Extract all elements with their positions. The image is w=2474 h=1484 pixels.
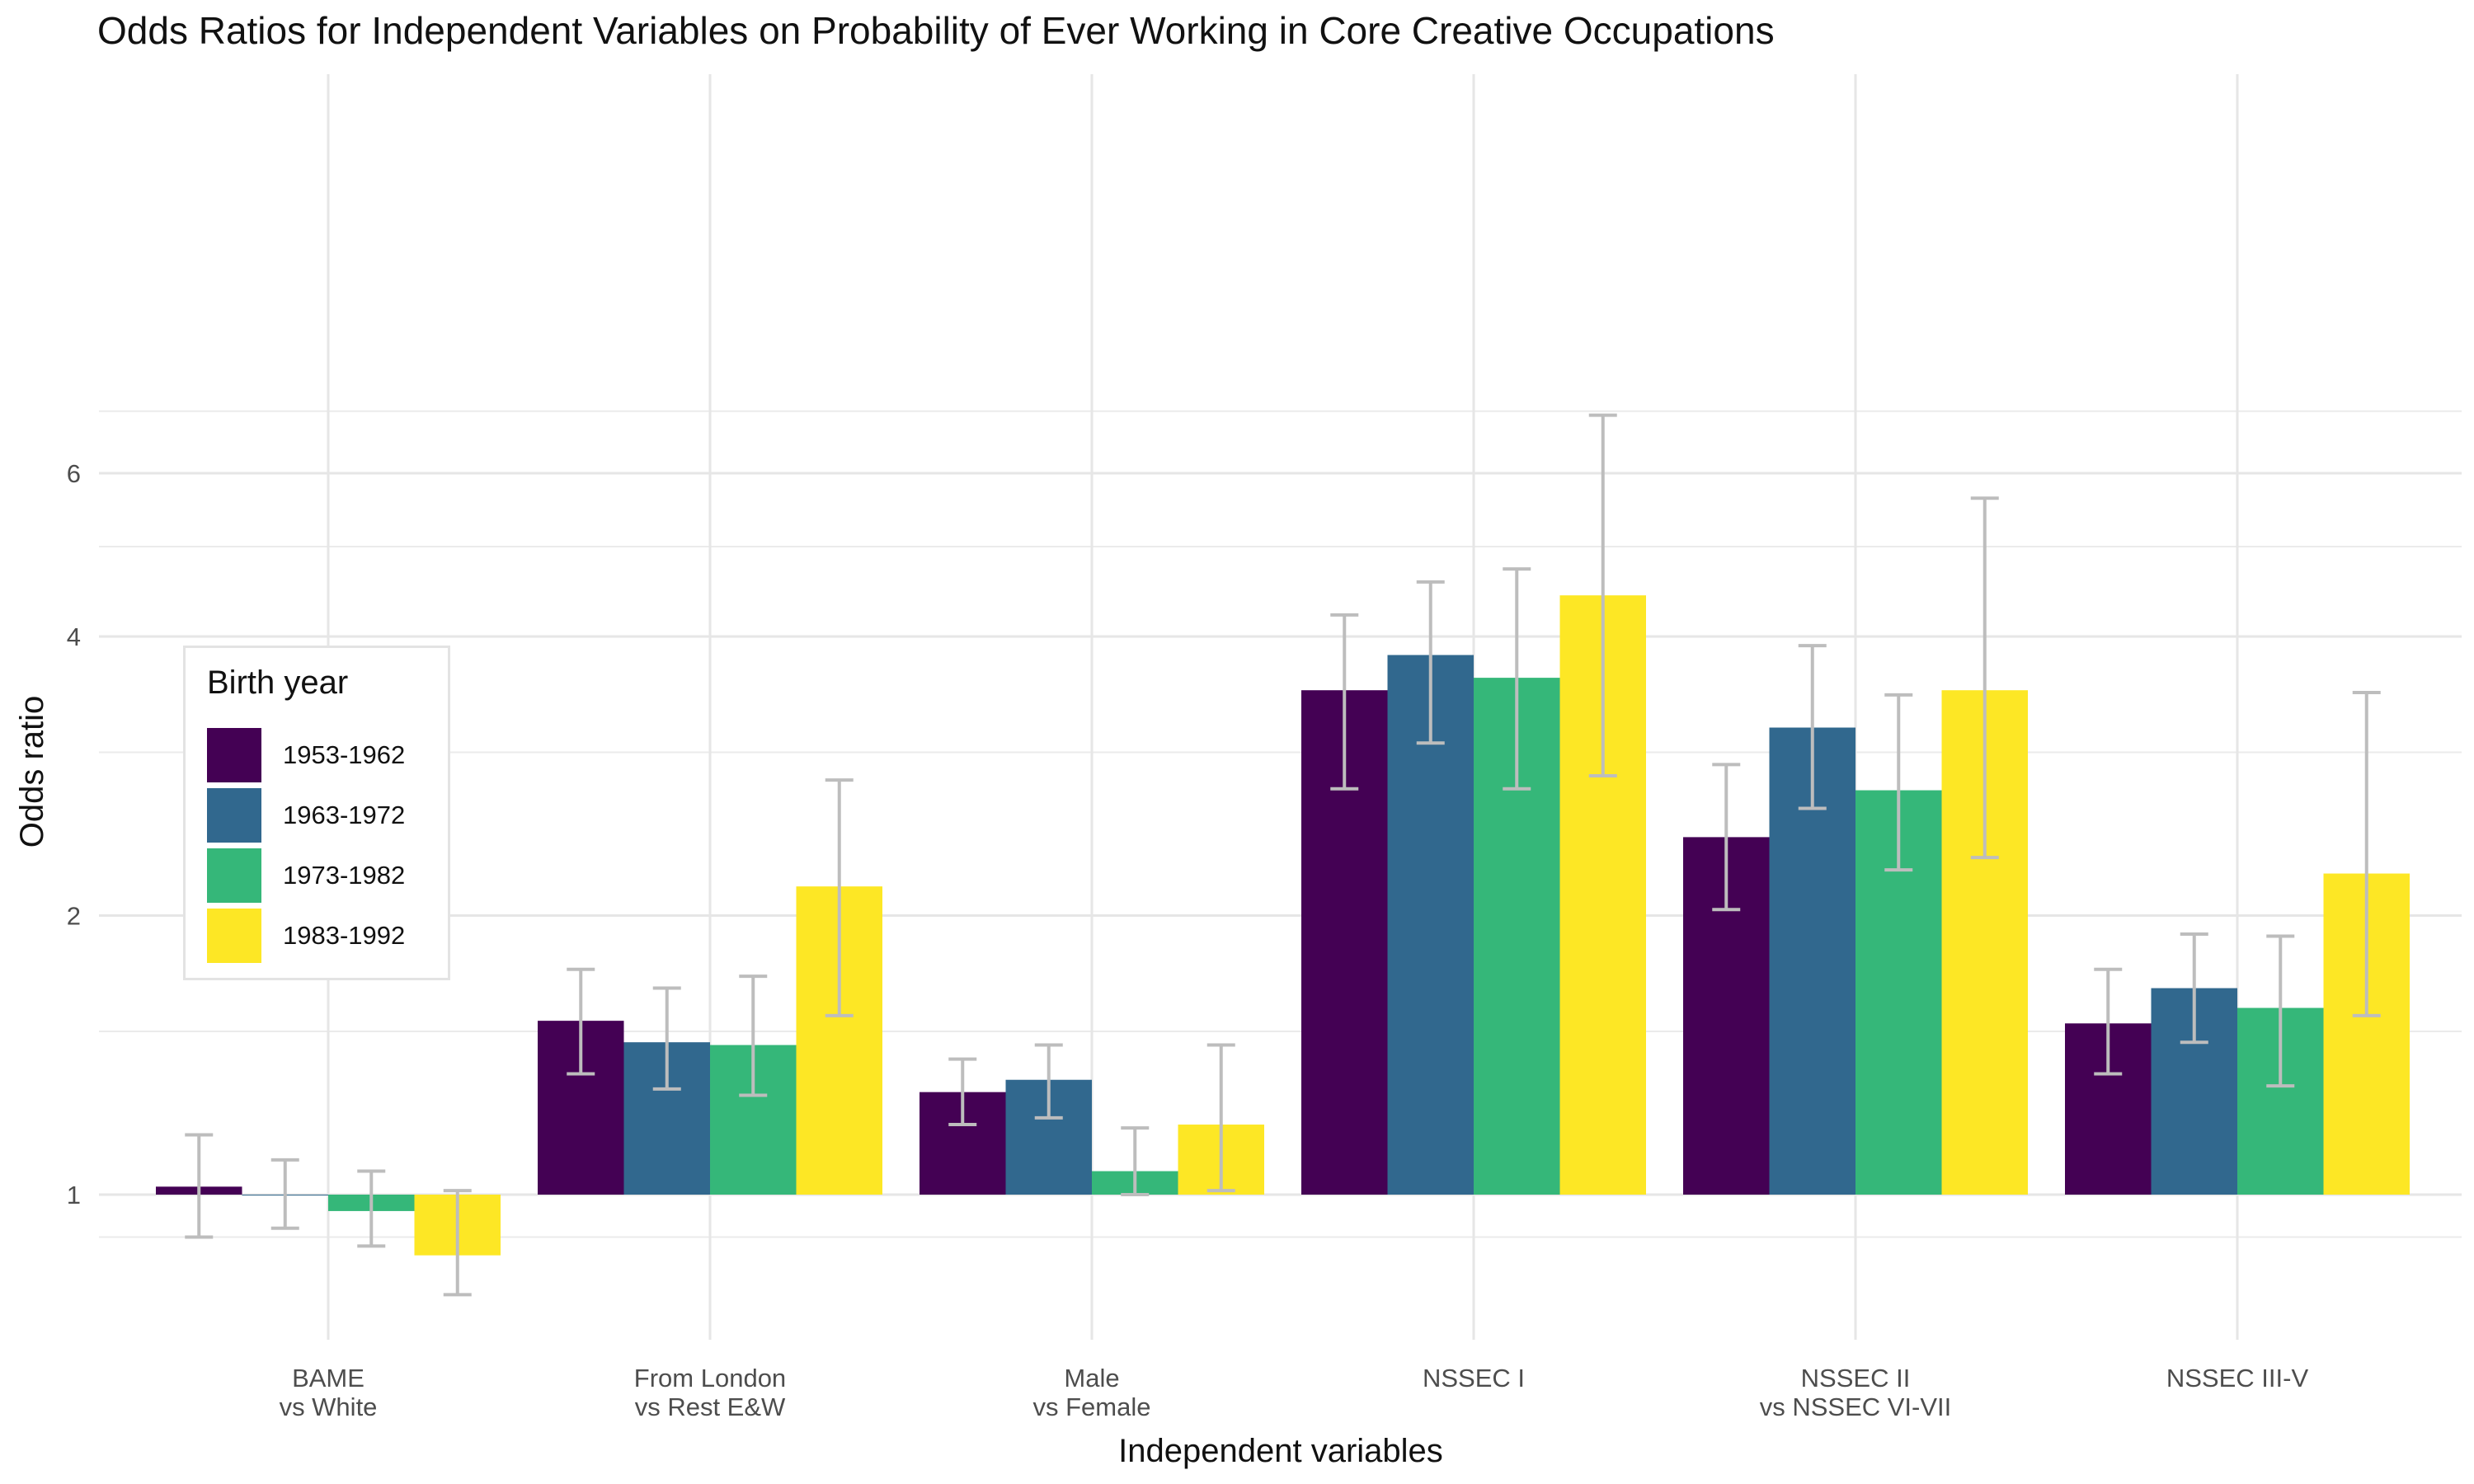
- error-bar-1953-1962: [1712, 763, 1741, 912]
- y-tick-label: 2: [67, 902, 81, 931]
- bars: [156, 595, 2410, 1256]
- error-bar-1973-1982: [357, 1169, 386, 1248]
- error-bar-1963-1972: [1416, 580, 1445, 745]
- error-bar-1973-1982: [1884, 693, 1913, 872]
- y-tick-label: 6: [67, 459, 81, 488]
- x-axis-title: Independent variables: [1118, 1433, 1443, 1469]
- error-bars: [185, 413, 2381, 1297]
- y-tick-label: 4: [67, 622, 81, 651]
- x-tick-label: Male vs Female: [1033, 1364, 1151, 1421]
- error-bar-1953-1962: [1330, 613, 1359, 791]
- error-bar-1973-1982: [1121, 1126, 1150, 1196]
- error-bar-1963-1972: [1798, 644, 1827, 810]
- legend-swatch: [207, 728, 261, 782]
- y-axis-ticks: 1 2 4 6: [67, 459, 81, 1209]
- x-tick-label: From London vs Rest E&W: [634, 1364, 786, 1421]
- y-axis-title: Odds ratio: [14, 696, 50, 848]
- error-bar-1973-1982: [1503, 567, 1531, 791]
- y-tick-label: 1: [67, 1181, 81, 1209]
- legend-swatch: [207, 848, 261, 903]
- error-bar-1953-1962: [2094, 967, 2123, 1076]
- error-bar-1983-1992: [443, 1189, 472, 1297]
- error-bar-1983-1992: [1970, 496, 1999, 860]
- error-bar-1963-1972: [652, 986, 681, 1091]
- error-bar-1983-1992: [1588, 413, 1617, 777]
- error-bar-1963-1972: [1034, 1043, 1063, 1120]
- x-tick-label: BAME vs White: [280, 1364, 378, 1421]
- legend-label: 1983-1992: [283, 921, 406, 950]
- legend-swatch: [207, 909, 261, 963]
- error-bar-1963-1972: [270, 1158, 299, 1230]
- error-bar-1973-1982: [739, 974, 768, 1097]
- legend-label: 1973-1982: [283, 861, 406, 890]
- error-bar-1963-1972: [2180, 932, 2208, 1045]
- error-bar-1973-1982: [2266, 934, 2295, 1088]
- error-bar-1953-1962: [567, 967, 595, 1076]
- x-tick-label: NSSEC II vs NSSEC VI-VII: [1760, 1364, 1952, 1421]
- error-bar-1953-1962: [948, 1057, 977, 1127]
- error-bar-1983-1992: [1206, 1043, 1235, 1193]
- x-axis-ticks: BAME vs White From London vs Rest E&W Male vs…: [280, 1364, 2309, 1421]
- x-tick-label: NSSEC I: [1423, 1364, 1525, 1392]
- error-bar-1983-1992: [2352, 691, 2381, 1017]
- legend-swatch: [207, 788, 261, 843]
- bar-1963-1972: [1387, 655, 1474, 1195]
- x-tick-label: NSSEC III-V: [2166, 1364, 2309, 1392]
- legend: Birth year 1953-1962 1963-1972 1973-1982…: [183, 646, 450, 980]
- error-bar-1953-1962: [185, 1133, 214, 1239]
- error-bar-1983-1992: [825, 778, 854, 1017]
- legend-label: 1963-1972: [283, 801, 406, 829]
- legend-title: Birth year: [207, 665, 349, 701]
- legend-label: 1953-1962: [283, 740, 406, 769]
- chart-title: Odds Ratios for Independent Variables on…: [97, 9, 1775, 52]
